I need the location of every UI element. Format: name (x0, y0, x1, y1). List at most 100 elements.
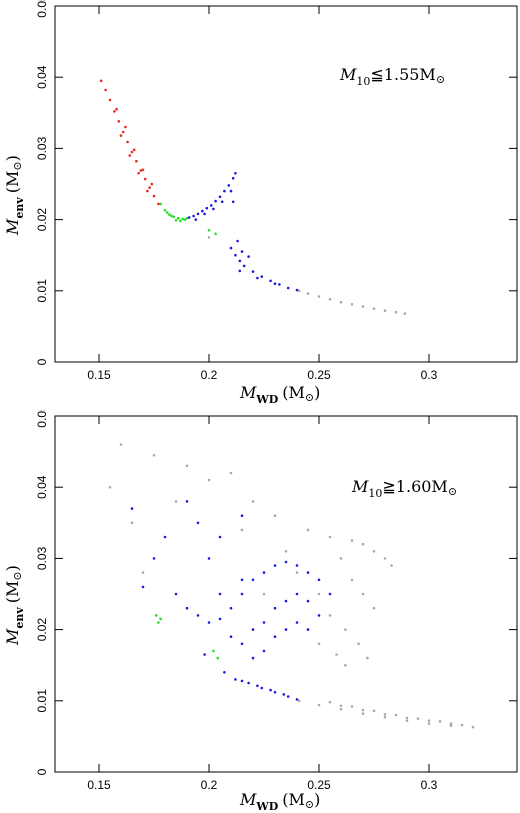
data-point (119, 134, 123, 137)
data-point (218, 617, 222, 621)
data-point (234, 678, 237, 681)
data-point (108, 485, 112, 489)
data-point (383, 715, 387, 719)
data-point (234, 172, 237, 175)
data-point (372, 307, 376, 310)
data-point (163, 535, 167, 539)
data-point (104, 88, 107, 92)
data-point (137, 172, 140, 175)
data-point (207, 621, 211, 624)
data-point (212, 207, 215, 211)
data-point (273, 564, 277, 567)
y-tick-label: 0.05 (35, 0, 49, 18)
data-point (269, 279, 272, 283)
data-point (295, 592, 299, 596)
data-point (196, 212, 200, 216)
data-point (218, 592, 222, 596)
data-point (203, 212, 206, 216)
data-point (350, 303, 354, 306)
y-tick-label: 0 (35, 768, 49, 775)
x-axis-label: MWD (M⊙) (239, 383, 320, 406)
data-point (350, 705, 354, 708)
data-point (185, 500, 189, 503)
data-point (148, 186, 151, 189)
data-point (297, 289, 301, 293)
data-point (201, 209, 204, 213)
data-point (231, 177, 235, 180)
y-axis-label: Menv(M⊙) (3, 565, 26, 646)
data-point (286, 286, 290, 290)
data-point (247, 681, 250, 685)
y-ticks: 0 0.01 0.02 0.03 0.04 0.05 (35, 0, 517, 365)
data-point (284, 560, 288, 564)
data-point (187, 216, 191, 219)
data-point (121, 130, 125, 134)
data-point (240, 642, 244, 646)
y-tick-label: 0.01 (35, 279, 49, 303)
data-point (383, 557, 387, 560)
data-point (251, 578, 255, 582)
y-axis-label: Menv(M⊙) (3, 155, 26, 236)
data-point (163, 209, 167, 212)
data-point (214, 199, 217, 203)
data-point (339, 708, 343, 711)
x-tick-label: 0.15 (87, 368, 111, 382)
data-point (394, 713, 398, 717)
chart-top: 0.15 0.2 0.25 0.3 0 0.01 0.02 0.03 0.04 0.05 M10… (3, 0, 518, 406)
data-point (251, 270, 255, 273)
data-point (229, 471, 233, 475)
data-point (317, 614, 321, 617)
data-point (159, 617, 162, 621)
data-point (117, 120, 121, 123)
data-point (306, 628, 310, 631)
data-point (335, 653, 338, 656)
data-point (306, 528, 310, 532)
data-point (196, 614, 200, 617)
data-point (165, 211, 169, 214)
data-point (317, 578, 321, 582)
data-point (339, 557, 343, 560)
data-point (328, 700, 332, 704)
data-point (383, 309, 387, 313)
data-point (317, 642, 321, 646)
data-point (317, 295, 321, 298)
data-point (99, 79, 103, 83)
data-point (115, 107, 118, 111)
data-point (227, 184, 231, 187)
data-point (328, 535, 332, 539)
data-point (240, 528, 244, 532)
data-point (394, 310, 398, 314)
data-point (229, 189, 233, 193)
data-point (240, 592, 244, 596)
data-point (361, 592, 365, 596)
data-point (427, 719, 431, 722)
data-point (242, 264, 246, 268)
data-point (405, 719, 409, 722)
data-point (196, 521, 200, 525)
data-point (124, 125, 127, 129)
data-point (231, 200, 235, 204)
y-tick-label: 0.05 (35, 410, 49, 428)
data-point (194, 218, 198, 221)
data-point (168, 213, 171, 216)
data-point (207, 478, 211, 482)
data-point (229, 246, 233, 250)
data-point (339, 300, 343, 304)
data-point (229, 606, 233, 610)
data-point (372, 709, 376, 713)
data-point (179, 219, 182, 223)
data-point (207, 236, 211, 239)
data-point (174, 219, 178, 222)
data-point (192, 214, 195, 218)
data-point (284, 628, 288, 631)
scatter-marks (108, 443, 475, 729)
x-tick-label: 0.2 (201, 778, 218, 792)
data-point (449, 722, 453, 725)
data-point (460, 723, 464, 727)
data-point (141, 571, 145, 574)
data-point (273, 514, 277, 517)
data-point (306, 599, 310, 603)
x-ticks: 0.15 0.2 0.25 0.3 (87, 6, 438, 382)
data-point (174, 500, 178, 503)
data-point (157, 621, 160, 624)
